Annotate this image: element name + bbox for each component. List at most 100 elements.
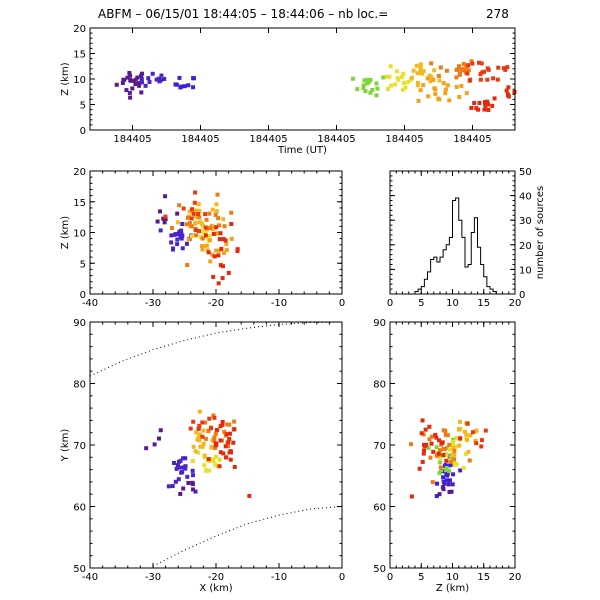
time-height-point: [158, 78, 163, 83]
time-height-point: [362, 78, 367, 83]
zy-point: [463, 451, 468, 456]
zy-ytick-label: 60: [373, 503, 386, 514]
time-height-point: [485, 77, 490, 82]
xz-point: [229, 221, 234, 226]
xz-point: [215, 192, 220, 197]
xy-point: [217, 464, 222, 469]
zy-point: [457, 443, 462, 448]
time-height-point: [447, 98, 452, 103]
zy-point: [450, 462, 455, 467]
zy-point: [439, 441, 444, 446]
xy-point: [212, 435, 217, 440]
xz-point: [177, 230, 182, 235]
time-height-xtick-label: 184405: [453, 134, 491, 145]
time-height-point: [127, 71, 132, 76]
xy-point: [213, 431, 218, 436]
xz-point: [216, 248, 221, 253]
zy-point: [450, 442, 455, 447]
time-height-point: [464, 91, 469, 96]
time-height-point: [428, 79, 433, 84]
time-height-point: [191, 76, 196, 81]
time-height-point: [114, 82, 119, 87]
time-height-point: [137, 80, 142, 85]
time-height-point: [370, 87, 375, 92]
xy-ylabel: Y (km): [60, 429, 71, 463]
zy-point: [454, 462, 459, 467]
xy-point: [191, 473, 196, 478]
xz-point: [175, 237, 180, 242]
zy-point: [438, 460, 443, 465]
xz-point: [211, 231, 216, 236]
time-height-point: [457, 64, 462, 69]
zy-point: [452, 457, 457, 462]
xy-point: [181, 486, 186, 491]
zy-point: [443, 468, 448, 473]
histogram-ytick-label: 0: [519, 290, 525, 301]
time-height-point: [178, 85, 183, 90]
xy-point: [225, 422, 230, 427]
time-height-point: [490, 103, 495, 108]
time-height-point: [505, 65, 510, 70]
xy-point: [195, 437, 200, 442]
histogram-ytick-label: 30: [519, 216, 532, 227]
xz-point: [224, 241, 229, 246]
time-height-point: [476, 107, 481, 112]
time-height-point: [495, 77, 500, 82]
xz-point: [221, 237, 226, 242]
xy-point: [209, 426, 214, 431]
zy-point: [434, 435, 439, 440]
time-height-point: [454, 84, 459, 89]
zy-point: [449, 489, 454, 494]
xy-point: [171, 460, 176, 465]
zy-xtick-label: 10: [446, 572, 459, 583]
xy-xtick-label: -20: [208, 572, 224, 583]
zy-point: [428, 455, 433, 460]
zy-point: [454, 435, 459, 440]
time-height-point: [477, 100, 482, 105]
xz-point: [203, 225, 208, 230]
zy-point: [452, 460, 457, 465]
xz-point: [221, 217, 226, 222]
time-height-point: [506, 85, 511, 90]
time-height-point: [491, 76, 496, 81]
xz-point: [186, 237, 191, 242]
time-height-point: [461, 61, 466, 66]
zy-point: [422, 444, 427, 449]
zy-point: [441, 469, 446, 474]
xy-point: [232, 427, 237, 432]
xz-point: [210, 252, 215, 257]
xy-point: [207, 468, 212, 473]
xz-point: [191, 211, 196, 216]
xy-point: [231, 440, 236, 445]
xz-point: [185, 215, 190, 220]
time-height-point: [393, 82, 398, 87]
zy-point: [437, 471, 442, 476]
xz-point: [158, 228, 163, 233]
zy-point: [434, 445, 439, 450]
time-height-point: [139, 71, 144, 76]
xz-point: [211, 274, 216, 279]
xz-point: [192, 200, 197, 205]
xz-point: [193, 221, 198, 226]
zy-point: [447, 447, 452, 452]
time-height-point: [469, 105, 474, 110]
time-height-point: [415, 83, 420, 88]
xy-point: [203, 420, 208, 425]
zy-point: [447, 490, 452, 495]
time-height-point: [418, 67, 423, 72]
xy-ytick-label: 70: [73, 441, 86, 452]
xy-point: [188, 426, 193, 431]
time-height-point: [486, 107, 491, 112]
xz-xtick-label: 0: [339, 298, 345, 309]
zy-point: [409, 494, 414, 499]
zy-point: [444, 478, 449, 483]
xz-point: [200, 236, 205, 241]
zy-point: [438, 448, 443, 453]
time-height-point: [418, 62, 423, 67]
time-height-point: [415, 71, 420, 76]
time-height-point: [128, 73, 133, 78]
xy-point: [198, 444, 203, 449]
zy-point: [467, 458, 472, 463]
xy-point: [197, 432, 202, 437]
zy-ytick-label: 90: [373, 318, 386, 329]
